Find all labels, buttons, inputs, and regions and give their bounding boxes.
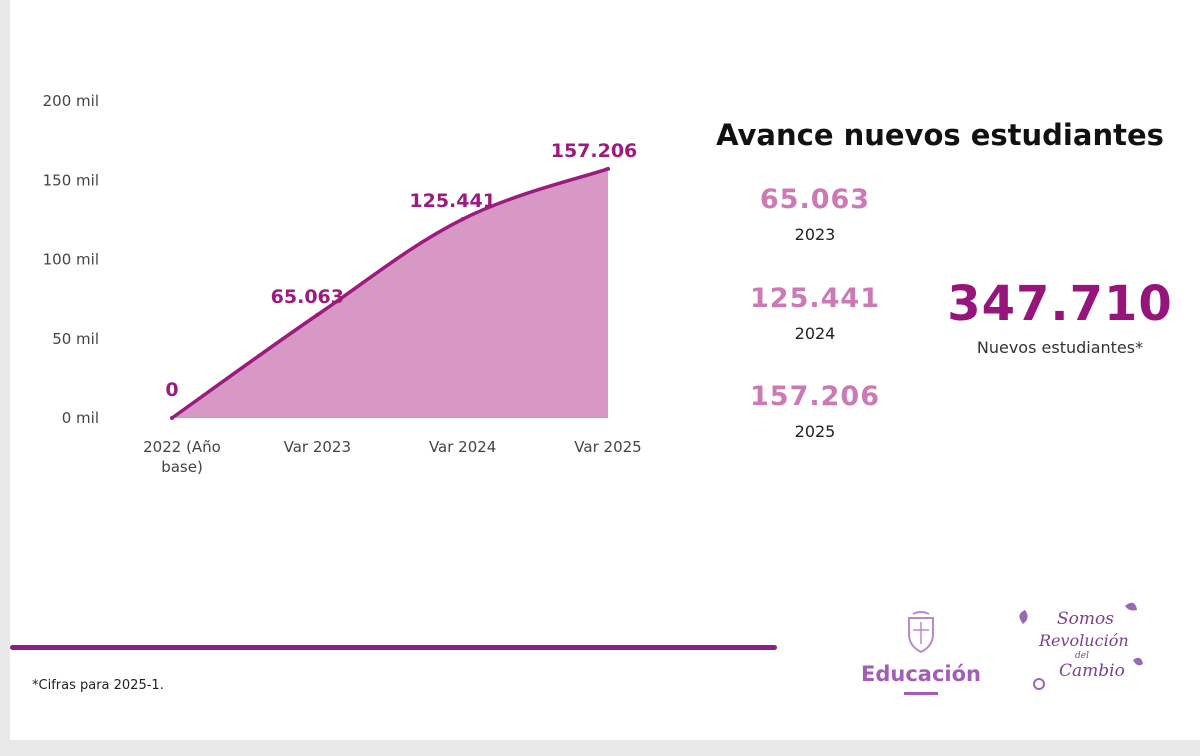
y-tick-label: 150 mil	[43, 171, 99, 189]
y-tick-label: 50 mil	[52, 330, 99, 348]
stat-year: 2024	[794, 324, 836, 343]
data-label: 157.206	[551, 140, 638, 162]
coat-of-arms-icon	[908, 611, 934, 654]
stat-value: 65.063	[759, 184, 871, 215]
butterfly-icon	[1019, 610, 1028, 624]
education-underline	[904, 692, 938, 695]
data-label: 65.063	[271, 286, 344, 308]
category-label: 2022 (Año base)	[143, 438, 221, 476]
total-label: Nuevos estudiantes*	[976, 338, 1144, 357]
divider-line	[10, 645, 777, 650]
series-line	[170, 167, 610, 420]
data-label: 125.441	[409, 190, 496, 212]
stat-2024: 125.441 2024	[725, 283, 905, 343]
slogan-line-4: Cambio	[1059, 661, 1125, 681]
total-value: 347.710	[947, 276, 1173, 332]
y-tick-label: 0 mil	[62, 409, 99, 427]
area-chart: 0 mil 50 mil 100 mil 150 mil 200 mil 0 65.063 1…	[43, 92, 642, 476]
slogan-line-1: Somos	[1057, 609, 1114, 629]
slogan-badge: Somos Revolución del Cambio	[1019, 602, 1143, 690]
category-label: Var 2023	[284, 438, 351, 456]
data-point	[170, 416, 174, 420]
area-fill	[172, 168, 608, 418]
stat-2025: 157.206 2025	[725, 381, 905, 441]
education-label: Educación	[861, 662, 981, 686]
y-tick-label: 200 mil	[43, 92, 99, 110]
data-point	[606, 166, 610, 171]
stat-year: 2023	[794, 225, 836, 244]
slogan-line-3: del	[1075, 651, 1089, 661]
slogan-line-2: Revolución	[1038, 631, 1129, 650]
stat-year: 2025	[794, 422, 836, 441]
category-label: Var 2025	[574, 438, 641, 456]
total-block: 347.710 Nuevos estudiantes*	[935, 276, 1185, 357]
stat-value: 125.441	[750, 283, 880, 314]
stat-2023: 65.063 2023	[725, 184, 905, 244]
footnote: *Cifras para 2025-1.	[32, 678, 164, 693]
panel-title: Avance nuevos estudiantes	[716, 118, 1164, 152]
category-label: Var 2024	[429, 438, 496, 456]
y-tick-label: 100 mil	[43, 251, 99, 269]
education-logo: Educación	[846, 610, 996, 695]
data-label: 0	[165, 379, 178, 401]
eye-icon	[1033, 678, 1045, 690]
leaf-icon	[1133, 657, 1143, 666]
data-point	[460, 217, 465, 222]
data-point	[315, 312, 320, 317]
stat-value: 157.206	[750, 381, 880, 412]
infographic-card: 0 mil 50 mil 100 mil 150 mil 200 mil 0 65.063 1…	[10, 0, 1200, 740]
flower-icon	[1125, 602, 1137, 611]
